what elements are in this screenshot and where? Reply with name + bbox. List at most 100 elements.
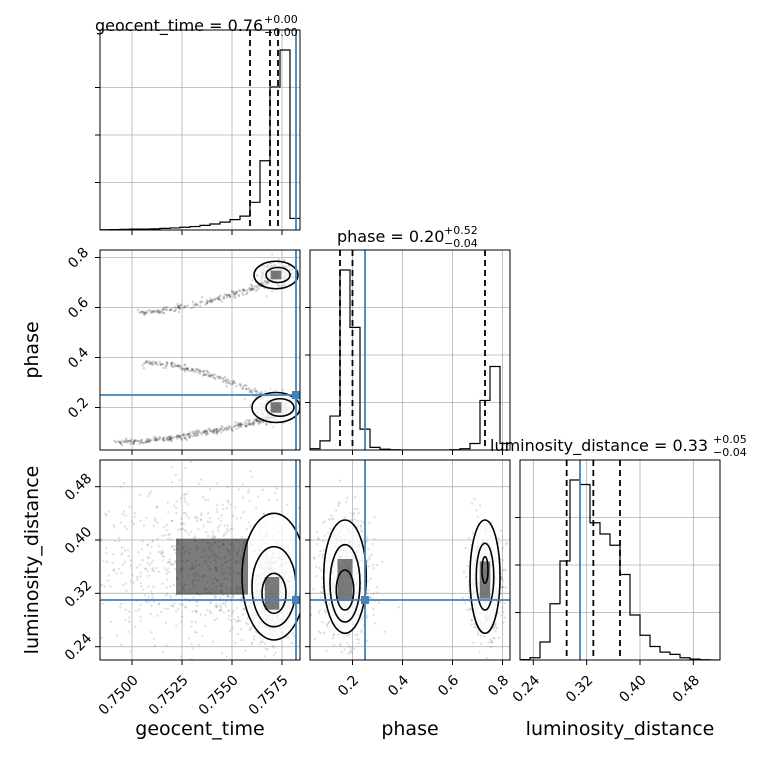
phase_vs_geocent_time-sample-point	[260, 275, 263, 278]
luminosity_distance_vs_phase-sample-point	[377, 601, 381, 604]
luminosity_distance_vs_geocent_time-sample-point	[190, 657, 193, 660]
x-tick-label-luminosity_distance-0: 0.24	[510, 672, 543, 705]
phase_vs_geocent_time-filament-point	[114, 440, 117, 444]
luminosity_distance_vs_geocent_time-sample-point	[179, 603, 182, 606]
phase_vs_geocent_time-filament-point	[228, 380, 232, 383]
phase_vs_geocent_time-filament-point	[186, 304, 190, 307]
phase_vs_geocent_time-sample-point	[265, 294, 268, 298]
phase_vs_geocent_time-filament-point	[251, 288, 254, 292]
luminosity_distance_vs_geocent_time-sample-point	[146, 569, 150, 573]
luminosity_distance_vs_geocent_time-sample-point	[189, 460, 193, 463]
phase_vs_geocent_time-filament-point	[253, 284, 256, 288]
phase_vs_geocent_time-filament-point	[179, 303, 183, 307]
phase_vs_geocent_time-filament-point	[181, 433, 185, 436]
luminosity_distance_vs_geocent_time-sample-point	[234, 641, 237, 645]
luminosity_distance_vs_geocent_time-sample-point	[182, 512, 186, 515]
phase_vs_geocent_time-filament-point	[167, 436, 171, 439]
phase_vs_geocent_time-filament-point	[209, 299, 212, 302]
luminosity_distance_vs_geocent_time-sample-point	[199, 518, 203, 522]
luminosity_distance_vs_geocent_time-sample-point	[165, 644, 168, 647]
phase_vs_geocent_time-filament-point	[252, 287, 256, 291]
luminosity_distance_vs_phase-sample-point	[322, 600, 326, 604]
phase_vs_geocent_time-filament-point	[211, 300, 214, 303]
luminosity_distance_vs_phase-sample-point	[324, 611, 327, 614]
luminosity_distance_vs_geocent_time-sample-point	[137, 551, 140, 554]
phase_vs_geocent_time-filament-point	[180, 437, 183, 441]
phase_vs_geocent_time-filament-point	[244, 424, 247, 427]
phase_vs_geocent_time-filament-point	[155, 360, 158, 364]
phase_vs_geocent_time-filament-point	[129, 440, 133, 443]
luminosity_distance_vs_phase-sample-point	[349, 650, 352, 654]
phase_vs_geocent_time-filament-point	[227, 382, 231, 385]
luminosity_distance_vs_geocent_time-sample-point	[100, 539, 103, 542]
luminosity_distance_vs_geocent_time-sample-point	[141, 540, 144, 543]
phase_vs_geocent_time-filament-point	[252, 423, 255, 426]
luminosity_distance_vs_phase-sample-point	[462, 570, 466, 574]
phase_vs_geocent_time-filament-point	[179, 367, 182, 370]
luminosity_distance_vs_geocent_time-sample-point	[112, 569, 115, 572]
phase_vs_geocent_time-filament-point	[144, 361, 148, 364]
luminosity_distance_vs_geocent_time-sample-point	[306, 632, 308, 634]
luminosity_distance_vs_geocent_time-sample-point	[157, 603, 160, 606]
phase_vs_geocent_time-filament-point	[177, 305, 180, 309]
phase_vs_geocent_time-filament-point	[142, 312, 146, 315]
luminosity_distance_vs_geocent_time-density-core-0	[264, 577, 280, 610]
luminosity_distance_vs_phase-sample-point	[318, 566, 321, 569]
phase_vs_geocent_time-filament-point	[147, 361, 150, 364]
phase_vs_geocent_time-sample-point	[270, 253, 274, 256]
phase_vs_geocent_time-filament-point	[252, 418, 256, 422]
luminosity_distance_vs_geocent_time-sample-point	[103, 585, 106, 588]
phase_vs_geocent_time-filament-point	[248, 418, 252, 422]
luminosity_distance_vs_geocent_time-sample-point	[192, 596, 195, 599]
luminosity_distance_vs_phase-sample-point	[475, 508, 478, 512]
phase_vs_geocent_time-filament-point	[202, 369, 206, 373]
phase_vs_geocent_time-filament-point	[151, 362, 154, 365]
luminosity_distance_vs_phase-sample-point	[500, 586, 504, 589]
phase_vs_geocent_time-sample-point	[266, 264, 269, 268]
phase_vs_geocent_time-filament-point	[230, 428, 233, 432]
phase_vs_geocent_time-filament-point	[183, 433, 186, 436]
phase_vs_geocent_time-filament-point	[132, 440, 136, 444]
phase_vs_geocent_time-filament-point	[213, 376, 216, 380]
phase_vs_geocent_time-sample-point	[260, 277, 263, 280]
luminosity_distance_vs_geocent_time-sample-point	[124, 618, 127, 622]
luminosity_distance_vs_geocent_time-sample-point	[250, 643, 253, 646]
luminosity_distance_vs_geocent_time-sample-point	[148, 492, 151, 496]
title-phase-minus: −0.04	[444, 237, 478, 250]
phase_vs_geocent_time-filament-point	[250, 390, 253, 394]
luminosity_distance_vs_geocent_time-sample-point	[115, 634, 119, 637]
phase_vs_geocent_time-filament-point	[175, 434, 179, 438]
phase_vs_geocent_time-filament-point	[165, 305, 169, 309]
phase_vs_geocent_time-filament-point	[186, 368, 190, 372]
luminosity_distance_vs_phase-sample-point	[315, 530, 318, 534]
luminosity_distance_vs_phase-sample-point	[321, 521, 325, 524]
luminosity_distance_vs_phase-sample-point	[470, 502, 474, 505]
luminosity_distance_vs_geocent_time-sample-point	[138, 563, 142, 567]
phase_vs_geocent_time-filament-point	[194, 369, 197, 373]
luminosity_distance_vs_geocent_time-sample-point	[166, 607, 170, 611]
luminosity_distance_vs_geocent_time-sample-point	[124, 582, 128, 585]
luminosity_distance_vs_phase-sample-point	[373, 515, 376, 519]
luminosity_distance_vs_geocent_time-sample-point	[207, 535, 210, 538]
phase_vs_geocent_time-filament-point	[205, 429, 209, 433]
phase_vs_geocent_time-filament-point	[235, 290, 239, 293]
luminosity_distance_vs_geocent_time-sample-point	[160, 550, 163, 553]
luminosity_distance_vs_phase-contour-1	[329, 543, 361, 623]
luminosity_distance_vs_geocent_time-sample-point	[107, 574, 110, 577]
luminosity_distance_vs_geocent_time-sample-point	[165, 523, 168, 527]
luminosity_distance_vs_geocent_time-truth-marker	[292, 596, 300, 604]
luminosity_distance_vs_geocent_time-sample-point	[167, 537, 170, 540]
phase_vs_geocent_time-filament-point	[222, 378, 225, 381]
panel-phase_vs_geocent_time	[95, 249, 301, 455]
luminosity_distance_vs_phase-sample-point	[343, 516, 347, 519]
phase_vs_geocent_time-filament-point	[167, 439, 170, 442]
phase_vs_geocent_time-filament-point	[245, 424, 248, 428]
luminosity_distance_vs_geocent_time-sample-point	[222, 534, 225, 538]
luminosity_distance_vs_phase-sample-point	[365, 639, 368, 643]
luminosity_distance_vs_phase-sample-point	[503, 602, 506, 605]
phase_vs_geocent_time-filament-point	[136, 439, 139, 443]
phase_vs_geocent_time-filament-point	[145, 438, 148, 441]
phase_vs_geocent_time-sample-point	[264, 389, 267, 393]
luminosity_distance_vs_geocent_time-sample-point	[274, 491, 277, 495]
phase_vs_geocent_time-filament-point	[193, 433, 196, 436]
